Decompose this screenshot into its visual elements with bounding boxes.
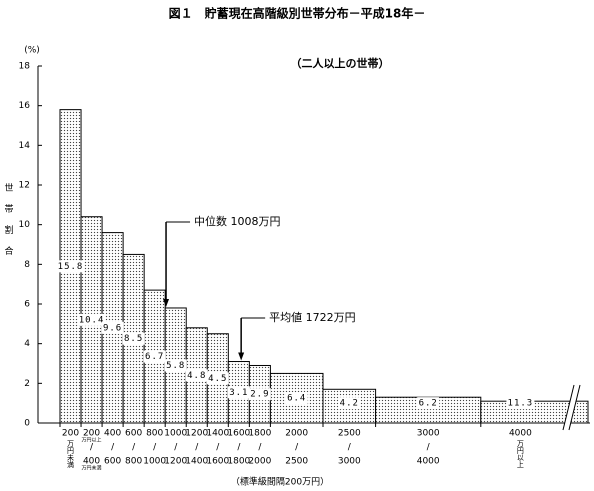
x-range-sep: / — [216, 443, 220, 453]
x-tick-label: 1800 — [248, 429, 271, 439]
x-tick-label-to: 2500 — [285, 457, 308, 467]
x-tick-label-to: 400 — [83, 457, 100, 467]
x-range-sep: / — [111, 443, 115, 453]
x-range-sep: / — [348, 443, 352, 453]
x-tick-label: 800 — [146, 429, 163, 439]
x-note: 万円以上 — [516, 440, 524, 468]
annotation: 平均値 1722万円 — [238, 311, 356, 361]
y-tick-label: 10 — [19, 220, 31, 230]
value-label: 6.2 — [419, 399, 438, 409]
x-tick-label: 200 — [62, 429, 79, 439]
x-tick-label: 200 — [83, 429, 100, 439]
value-label-bg — [56, 260, 85, 273]
value-label: 4.5 — [208, 374, 227, 384]
x-tick-label-to: 1400 — [185, 457, 208, 467]
x-range-sep: / — [132, 443, 136, 453]
y-tick-label: 18 — [19, 62, 31, 72]
x-range-sep: / — [90, 443, 94, 453]
x-tick-label: 1400 — [206, 429, 229, 439]
value-label: 3.1 — [229, 388, 248, 398]
y-tick-label: 6 — [24, 300, 30, 310]
value-label-bg — [164, 359, 187, 372]
value-label-bg — [417, 397, 440, 410]
y-tick-label: 8 — [24, 260, 30, 270]
y-tick-label: 0 — [24, 419, 30, 429]
value-label: 6.4 — [287, 394, 306, 404]
y-tick-label: 14 — [19, 141, 31, 151]
value-label-bg — [206, 372, 229, 385]
value-label-bg — [77, 313, 106, 326]
value-label: 2.9 — [250, 390, 269, 400]
x-range-sep: / — [153, 443, 157, 453]
x-tick-label-to: 1800 — [227, 457, 250, 467]
x-tick-label: 400 — [104, 429, 121, 439]
x-tick-label-to: 1200 — [164, 457, 187, 467]
y-tick-label: 16 — [19, 101, 31, 111]
chart-title: 図１ 貯蓄現在高階級別世帯分布－平成18年－ — [169, 6, 426, 21]
value-label-bg — [506, 397, 535, 410]
y-unit: (%) — [24, 46, 40, 56]
value-label: 15.8 — [58, 262, 84, 272]
value-label: 8.5 — [124, 334, 143, 344]
x-range-sep: / — [195, 443, 199, 453]
value-label: 10.4 — [79, 315, 105, 325]
value-label: 11.3 — [508, 399, 534, 409]
value-label-bg — [143, 350, 166, 363]
plot-area — [59, 109, 589, 424]
x-range-sep: / — [295, 443, 299, 453]
x-note: 万円以上 — [82, 437, 102, 444]
value-label: 4.8 — [187, 371, 206, 381]
x-axis-title: （標準級間隔200万円） — [231, 476, 329, 488]
x-range-sep: / — [258, 443, 262, 453]
annotation-text: 中位数 1008万円 — [194, 214, 281, 228]
value-label: 6.7 — [145, 352, 164, 362]
x-tick-label: 2000 — [285, 429, 308, 439]
x-tick-label: 600 — [125, 429, 142, 439]
x-tick-label: 4000 — [509, 429, 532, 439]
x-tick-label: 1600 — [227, 429, 250, 439]
x-tick-label-to: 2000 — [248, 457, 271, 467]
x-tick-label-to: 800 — [125, 457, 142, 467]
x-tick-label-to: 4000 — [417, 457, 440, 467]
value-label-bg — [185, 369, 208, 382]
y-tick-label: 4 — [24, 339, 30, 349]
value-label-bg — [227, 386, 250, 399]
x-tick-label-to: 3000 — [338, 457, 361, 467]
axis-break — [562, 384, 581, 431]
x-tick-label: 1200 — [185, 429, 208, 439]
value-label-bg — [248, 388, 271, 401]
value-label: 5.8 — [166, 361, 185, 371]
x-tick-label-to: 600 — [104, 457, 121, 467]
value-label-bg — [285, 392, 308, 405]
annotation: 中位数 1008万円 — [163, 214, 281, 307]
annotation-text: 平均値 1722万円 — [269, 311, 356, 324]
value-label-bg — [101, 321, 124, 334]
x-note: 万円未満 — [67, 440, 75, 469]
y-axis-title: 世帯割合 — [3, 182, 14, 267]
x-range-sep: / — [174, 443, 178, 453]
value-label: 9.6 — [103, 323, 122, 333]
x-tick-label: 3000 — [417, 429, 440, 439]
value-label-bg — [122, 332, 145, 345]
y-tick-label: 12 — [19, 181, 30, 191]
x-tick-label: 2500 — [338, 429, 361, 439]
x-range-sep: / — [427, 443, 431, 453]
chart-subtitle: （二人以上の世帯） — [291, 56, 390, 70]
value-label-bg — [338, 397, 361, 410]
x-note: 万円未満 — [82, 465, 102, 472]
x-tick-label: 1000 — [164, 429, 187, 439]
x-tick-label-to: 1000 — [143, 457, 166, 467]
y-tick-label: 2 — [24, 379, 30, 389]
value-label: 4.2 — [340, 399, 359, 409]
annotation-arrowhead — [238, 352, 245, 361]
annotation-arrowhead — [163, 298, 170, 307]
x-tick-label-to: 1600 — [206, 457, 229, 467]
x-range-sep: / — [237, 443, 241, 453]
